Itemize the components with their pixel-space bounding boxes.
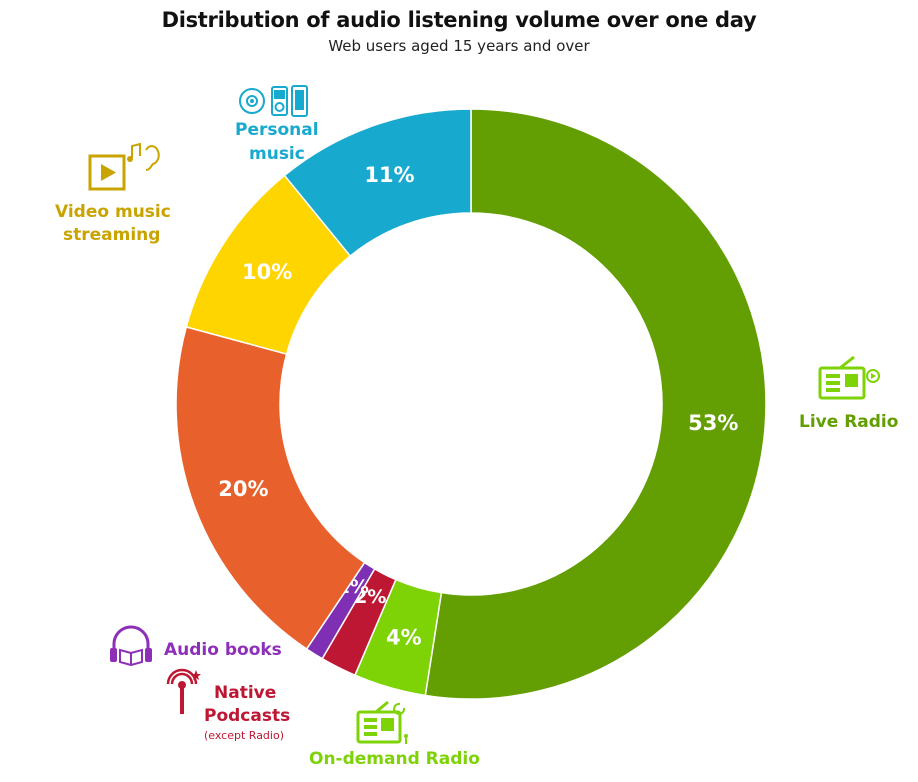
slice-label-0: 53%	[688, 411, 738, 435]
chart-title: Distribution of audio listening volume o…	[161, 8, 757, 32]
label-video-music-line1: Video music	[55, 202, 171, 222]
slice-0	[424, 108, 767, 700]
slice-label-4: 20%	[218, 477, 268, 501]
label-on-demand-radio: On-demand Radio	[309, 749, 480, 769]
chart-subtitle: Web users aged 15 years and over	[328, 37, 590, 55]
label-personal-music-line1: Personal	[235, 120, 319, 140]
radio-replay-icon	[356, 700, 408, 744]
slice-label-1: 4%	[386, 626, 422, 650]
label-personal-music-line2: music	[249, 144, 305, 164]
label-audio-books: Audio books	[164, 640, 282, 660]
slice-6	[283, 108, 472, 258]
slice-label-5: 10%	[242, 260, 292, 284]
slice-label-6: 11%	[364, 163, 414, 187]
microphone-icon	[166, 668, 201, 714]
music-player-icon	[239, 85, 308, 117]
label-native-podcasts-line2: Podcasts	[204, 706, 291, 726]
slice-4	[175, 325, 366, 651]
label-native-podcasts-note: (except Radio)	[204, 729, 284, 742]
label-video-music-line2: streaming	[63, 225, 161, 245]
label-native-podcasts-line1: Native	[214, 683, 277, 703]
radio-icon	[818, 355, 880, 400]
video-play-icon	[88, 142, 160, 191]
label-live-radio: Live Radio	[799, 412, 899, 432]
headphones-book-icon	[110, 625, 152, 666]
